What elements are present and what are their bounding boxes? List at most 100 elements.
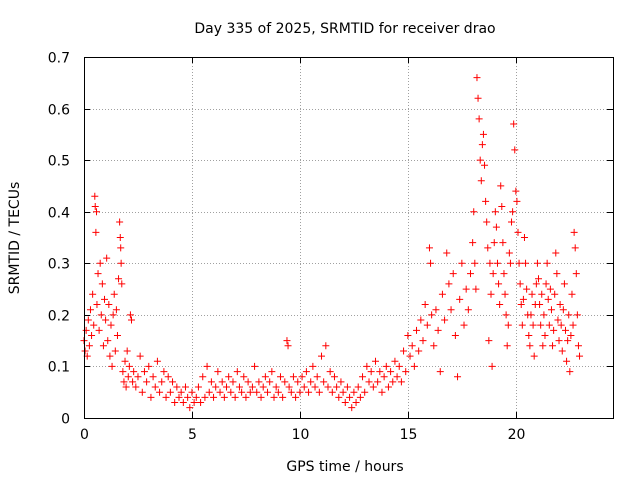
data-point [469, 239, 477, 247]
data-point [194, 383, 202, 391]
data-point [445, 280, 453, 288]
data-point [443, 249, 451, 257]
data-point [171, 399, 179, 407]
y-tick-label: 0.3 [48, 257, 70, 273]
data-point [264, 388, 272, 396]
data-point [415, 347, 423, 355]
data-point [572, 270, 580, 278]
y-tick-label: 0.6 [48, 103, 70, 119]
data-point [311, 383, 319, 391]
data-point [339, 388, 347, 396]
data-point [495, 280, 503, 288]
data-point [526, 342, 534, 350]
data-point [369, 383, 377, 391]
data-point [530, 352, 538, 360]
data-point [536, 301, 544, 309]
data-point [285, 383, 293, 391]
data-point [484, 244, 492, 252]
data-point [384, 383, 392, 391]
data-point [566, 368, 574, 376]
data-point [543, 259, 551, 267]
data-point [134, 373, 142, 381]
data-point [516, 280, 524, 288]
data-point [365, 378, 373, 386]
data-point [460, 321, 468, 329]
data-point [251, 362, 259, 370]
data-point [81, 347, 89, 355]
data-point [483, 218, 491, 226]
data-point [112, 306, 120, 314]
data-point [292, 393, 300, 401]
data-point [544, 295, 552, 303]
data-point [520, 234, 528, 241]
data-point [511, 146, 519, 154]
data-point [210, 393, 218, 401]
data-point [486, 259, 494, 267]
data-point [116, 234, 124, 241]
data-point [361, 388, 369, 396]
data-point [376, 368, 384, 376]
data-point [88, 331, 96, 339]
data-point [328, 388, 336, 396]
data-point [324, 383, 332, 391]
data-point [98, 280, 106, 288]
data-point [333, 383, 341, 391]
data-point [126, 311, 134, 319]
y-axis-label: SRMTID / TECUs [7, 182, 23, 295]
data-point [95, 326, 103, 334]
data-point [533, 259, 541, 267]
data-point [203, 362, 211, 370]
data-point [197, 399, 205, 407]
data-point [199, 373, 207, 381]
data-point [378, 388, 386, 396]
data-point [432, 306, 440, 314]
data-point [547, 306, 555, 314]
data-point [505, 249, 513, 257]
data-point [233, 368, 241, 376]
data-point [454, 373, 462, 381]
data-point [102, 316, 110, 324]
data-point [162, 393, 170, 401]
data-point [510, 120, 518, 128]
data-point [90, 321, 98, 329]
data-point [300, 383, 308, 391]
data-point [499, 239, 507, 247]
data-point [567, 331, 575, 339]
data-point [117, 244, 125, 252]
data-point [216, 388, 224, 396]
data-point [556, 301, 564, 309]
data-point [493, 259, 501, 267]
data-point [320, 378, 328, 386]
data-point [492, 223, 500, 231]
data-point [302, 368, 310, 376]
data-point [350, 388, 358, 396]
data-point [307, 378, 315, 386]
data-point [109, 311, 117, 319]
data-point [212, 383, 220, 391]
data-point [153, 357, 161, 365]
data-point [326, 368, 334, 376]
data-point [523, 285, 531, 293]
data-point [82, 326, 90, 334]
data-point [91, 192, 99, 200]
data-point [509, 208, 517, 216]
data-point [478, 141, 486, 149]
data-point [201, 393, 209, 401]
data-point [207, 378, 215, 386]
data-point [519, 295, 527, 303]
data-point [391, 357, 399, 365]
data-point [481, 161, 489, 169]
data-point [346, 393, 354, 401]
data-point [118, 280, 126, 288]
data-point [423, 321, 431, 329]
data-point [188, 388, 196, 396]
data-point [255, 378, 263, 386]
data-point [283, 337, 291, 345]
data-point [447, 306, 455, 314]
data-point [518, 321, 526, 329]
data-point [223, 383, 231, 391]
data-point [502, 311, 510, 319]
data-point [367, 368, 375, 376]
data-point [313, 373, 321, 381]
data-point [156, 388, 164, 396]
